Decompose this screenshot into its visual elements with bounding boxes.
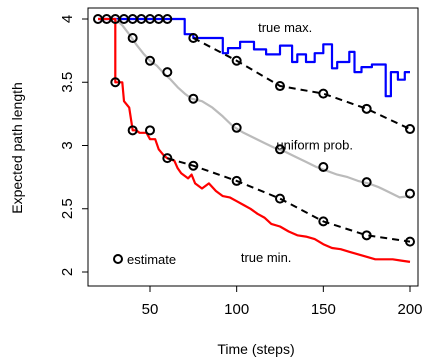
estimate-point-5-19 [361, 177, 372, 188]
x-tick-label-3: 200 [397, 301, 422, 318]
estimate-point-4-1 [188, 160, 199, 171]
estimate-point-5-20 [405, 188, 415, 199]
estimate-point-5-14 [162, 67, 173, 78]
y-axis: 2 2.5 3 3.5 4 [59, 15, 88, 276]
legend: estimate [113, 252, 176, 267]
x-tick-label-1: 100 [224, 301, 249, 318]
annotation-layer: true max. uniform prob. true min. [241, 20, 353, 265]
estimate-point-5-11 [145, 125, 155, 136]
estimate-point-3-2 [275, 81, 285, 92]
estimate-point-4-5 [361, 230, 372, 241]
y-tick-label-1: 2.5 [59, 198, 76, 219]
estimate-point-3-5 [405, 124, 415, 135]
estimate-point-5-9 [110, 77, 121, 88]
estimate-point-5-8 [162, 14, 173, 24]
estimate-point-4-6 [405, 236, 415, 247]
y-tick-label-4: 4 [59, 15, 76, 23]
estimate-point-3-4 [361, 103, 372, 114]
x-tick-label-2: 150 [311, 301, 336, 318]
series-line-3 [192, 37, 411, 131]
estimate-point-5-17 [275, 144, 285, 155]
series-line-0 [98, 17, 410, 98]
marker-layer [93, 14, 415, 247]
series-layer [98, 17, 411, 263]
legend-label-0: estimate [127, 252, 176, 267]
y-tick-label-3: 3.5 [59, 72, 76, 93]
plot-frame [87, 7, 419, 287]
series-line-1 [114, 18, 411, 199]
estimate-point-4-2 [231, 175, 242, 186]
estimate-point-5-18 [318, 162, 329, 173]
estimate-point-5-15 [188, 93, 199, 104]
estimate-point-4-4 [318, 216, 329, 227]
x-axis-label: Time (steps) [217, 341, 294, 357]
series-line-4 [167, 157, 411, 243]
estimate-point-3-0 [188, 32, 199, 43]
series-line-2 [98, 17, 411, 263]
annotation-0: true max. [258, 20, 312, 35]
y-axis-label: Expected path length [9, 82, 25, 214]
estimate-point-5-16 [231, 122, 242, 133]
estimate-point-5-12 [127, 32, 138, 43]
x-tick-label-0: 50 [142, 301, 159, 318]
estimate-point-4-0 [162, 153, 173, 164]
annotation-1: uniform prob. [276, 138, 353, 153]
estimate-point-3-3 [318, 88, 329, 99]
estimate-point-3-1 [231, 55, 242, 66]
estimate-point-5-13 [145, 55, 155, 66]
y-tick-label-0: 2 [59, 268, 76, 276]
estimate-point-5-10 [127, 125, 138, 136]
x-axis: 50 100 150 200 [142, 286, 423, 318]
legend-marker-0 [113, 254, 123, 264]
estimate-point-4-3 [275, 193, 285, 204]
annotation-2: true min. [241, 250, 292, 265]
y-tick-label-2: 3 [59, 141, 76, 149]
